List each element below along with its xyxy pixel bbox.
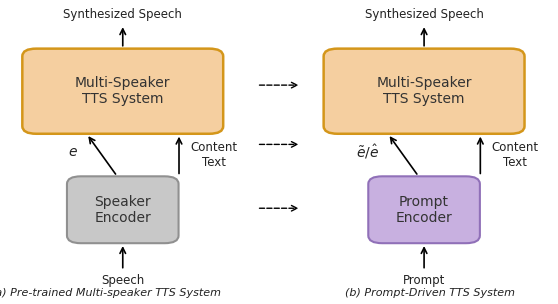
- Text: (a) Pre-trained Multi-speaker TTS System: (a) Pre-trained Multi-speaker TTS System: [0, 288, 221, 298]
- Text: Synthesized Speech: Synthesized Speech: [364, 8, 484, 21]
- Text: Speech: Speech: [101, 274, 145, 287]
- FancyBboxPatch shape: [368, 176, 480, 243]
- FancyBboxPatch shape: [324, 49, 525, 134]
- FancyBboxPatch shape: [22, 49, 223, 134]
- Text: Content
Text: Content Text: [492, 141, 538, 169]
- Text: (b) Prompt-Driven TTS System: (b) Prompt-Driven TTS System: [345, 288, 514, 298]
- Text: Content
Text: Content Text: [190, 141, 237, 169]
- Text: Prompt
Encoder: Prompt Encoder: [396, 195, 453, 225]
- Text: Speaker
Encoder: Speaker Encoder: [94, 195, 151, 225]
- Text: Prompt: Prompt: [403, 274, 445, 287]
- Text: $e$: $e$: [68, 145, 78, 159]
- FancyBboxPatch shape: [67, 176, 179, 243]
- Text: Multi-Speaker
TTS System: Multi-Speaker TTS System: [75, 76, 171, 106]
- Text: Multi-Speaker
TTS System: Multi-Speaker TTS System: [376, 76, 472, 106]
- Text: Synthesized Speech: Synthesized Speech: [63, 8, 182, 21]
- Text: $\tilde{e}/\hat{e}$: $\tilde{e}/\hat{e}$: [357, 143, 379, 161]
